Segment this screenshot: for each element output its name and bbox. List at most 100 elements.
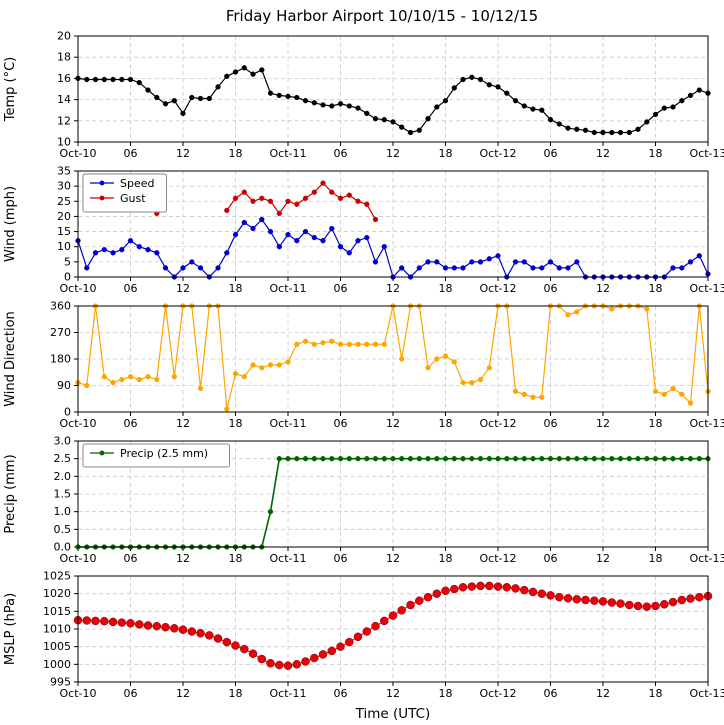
x-tick-label: 18 — [229, 687, 243, 700]
x-tick-label: 18 — [439, 147, 453, 160]
x-tick-label: 18 — [229, 282, 243, 295]
y-axis-label-mslp: MSLP (hPa) — [3, 593, 18, 665]
y-tick-label: 0.0 — [54, 541, 72, 554]
x-tick-label: 12 — [176, 552, 190, 565]
panel-temperature: Oct-10 06 12 18 Oct-11 06 12 18 Oct-12 06 12 18 Oct-… — [0, 30, 724, 165]
y-tick-label: 1020 — [43, 587, 71, 600]
y-tick-label: 1010 — [43, 623, 71, 636]
x-tick-label: Oct-10 — [60, 282, 97, 295]
y-tick-label: 18 — [57, 51, 71, 64]
plot-border — [77, 35, 709, 143]
x-tick-label: 06 — [334, 282, 348, 295]
panel-temperature-plot: Oct-10 06 12 18 Oct-11 06 12 18 Oct-12 06 12 18 Oct-… — [3, 30, 724, 160]
x-tick-label: 06 — [544, 417, 558, 430]
y-tick-label: 1005 — [43, 640, 71, 653]
legend-label: Precip (2.5 mm) — [120, 447, 208, 460]
x-tick-label: 18 — [439, 417, 453, 430]
x-tick-label: Oct-13 — [690, 552, 724, 565]
legend: Speed Gust — [82, 173, 167, 213]
y-tick-label: 3.0 — [54, 435, 72, 448]
y-tick-label: 30 — [57, 180, 71, 193]
axis-ticks: Oct-10 06 12 18 Oct-11 06 12 18 Oct-12 06 12 18 Oct-… — [57, 30, 724, 160]
x-tick-label: Oct-13 — [690, 282, 724, 295]
x-tick-label: 12 — [386, 687, 400, 700]
y-tick-label: 10 — [57, 240, 71, 253]
x-tick-label: 18 — [649, 687, 663, 700]
x-tick-label: 12 — [176, 147, 190, 160]
x-tick-label: 12 — [176, 282, 190, 295]
x-tick-label: 06 — [124, 552, 138, 565]
x-tick-label: 18 — [649, 417, 663, 430]
y-tick-label: 0 — [64, 271, 71, 284]
x-tick-label: 18 — [439, 282, 453, 295]
y-tick-label: 5 — [64, 255, 71, 268]
x-tick-label: Oct-11 — [270, 687, 307, 700]
y-axis-label-wind: Wind (mph) — [3, 186, 18, 262]
x-tick-label: 12 — [386, 417, 400, 430]
panel-precip: Oct-10 06 12 18 Oct-11 06 12 18 Oct-12 06 12 18 Oct-… — [0, 435, 724, 570]
y-tick-label: 16 — [57, 72, 71, 85]
y-tick-label: 2.0 — [54, 470, 72, 483]
x-tick-label: 06 — [334, 687, 348, 700]
y-axis-label-temperature: Temp (°C) — [3, 57, 18, 123]
x-tick-label: Oct-11 — [270, 147, 307, 160]
x-tick-label: 18 — [229, 417, 243, 430]
plot-border — [77, 305, 709, 413]
x-tick-label: 06 — [334, 552, 348, 565]
x-tick-label: Oct-10 — [60, 552, 97, 565]
y-tick-label: 1025 — [43, 570, 71, 583]
y-tick-label: 15 — [57, 225, 71, 238]
plot-border — [77, 440, 709, 548]
x-tick-label: 06 — [544, 282, 558, 295]
axis-ticks: Oct-10 06 12 18 Oct-11 06 12 18 Oct-12 06 12 18 Oct-… — [54, 435, 724, 565]
y-tick-label: 1015 — [43, 605, 71, 618]
axis-ticks: Oct-10 06 12 18 Oct-11 06 12 18 Oct-12 06 12 18 Oct-… — [50, 300, 724, 430]
panel-wind-direction: Oct-10 06 12 18 Oct-11 06 12 18 Oct-12 06 12 18 Oct-… — [0, 300, 724, 435]
x-tick-label: Oct-11 — [270, 282, 307, 295]
x-tick-label: 12 — [596, 552, 610, 565]
x-tick-label: 18 — [229, 147, 243, 160]
legend-label: Gust — [120, 192, 146, 205]
x-tick-label: Oct-12 — [480, 282, 517, 295]
x-tick-label: Oct-10 — [60, 687, 97, 700]
x-tick-label: 12 — [176, 687, 190, 700]
y-tick-label: 995 — [50, 676, 71, 689]
x-tick-label: 12 — [386, 147, 400, 160]
plot-border — [77, 170, 709, 278]
y-tick-label: 20 — [57, 30, 71, 43]
y-tick-label: 1.0 — [54, 505, 72, 518]
temp-series — [75, 65, 711, 136]
y-axis-label-wind-direction: Wind Direction — [3, 311, 18, 407]
legend-label: Speed — [120, 177, 154, 190]
panel-wind-direction-plot: Oct-10 06 12 18 Oct-11 06 12 18 Oct-12 06 12 18 Oct-… — [3, 300, 724, 430]
x-tick-label: 06 — [124, 417, 138, 430]
y-tick-label: 1.5 — [54, 488, 72, 501]
y-tick-label: 14 — [57, 93, 71, 106]
y-tick-label: 10 — [57, 136, 71, 149]
gust-series — [154, 180, 379, 223]
x-axis-label: Time (UTC) — [355, 706, 431, 722]
axis-ticks: Oct-10 06 12 18 Oct-11 06 12 18 Oct-12 06 12 18 Oct-… — [57, 165, 724, 295]
panel-mslp: Oct-10 06 12 18 Oct-11 06 12 18 Oct-12 06 12 18 Oct-… — [0, 570, 724, 705]
y-tick-label: 270 — [50, 326, 71, 339]
x-tick-label: 18 — [649, 552, 663, 565]
x-tick-label: 12 — [596, 687, 610, 700]
y-tick-label: 90 — [57, 379, 71, 392]
x-tick-label: Oct-13 — [690, 147, 724, 160]
y-tick-label: 35 — [57, 165, 71, 178]
x-tick-label: 06 — [124, 687, 138, 700]
x-tick-label: 18 — [229, 552, 243, 565]
gridlines — [77, 35, 709, 143]
x-tick-label: 12 — [596, 417, 610, 430]
x-tick-label: 06 — [124, 147, 138, 160]
x-tick-label: Oct-12 — [480, 552, 517, 565]
panel-mslp-plot: Oct-10 06 12 18 Oct-11 06 12 18 Oct-12 06 12 18 Oct-… — [3, 570, 724, 700]
y-axis-label-precip: Precip (mm) — [3, 454, 18, 533]
panel-precip-plot: Oct-10 06 12 18 Oct-11 06 12 18 Oct-12 06 12 18 Oct-… — [3, 435, 724, 565]
x-tick-label: 12 — [176, 417, 190, 430]
plot-border — [77, 575, 709, 683]
x-tick-label: Oct-11 — [270, 552, 307, 565]
x-tick-label: 12 — [596, 282, 610, 295]
panel-wind: Oct-10 06 12 18 Oct-11 06 12 18 Oct-12 06 12 18 Oct-… — [0, 165, 724, 300]
